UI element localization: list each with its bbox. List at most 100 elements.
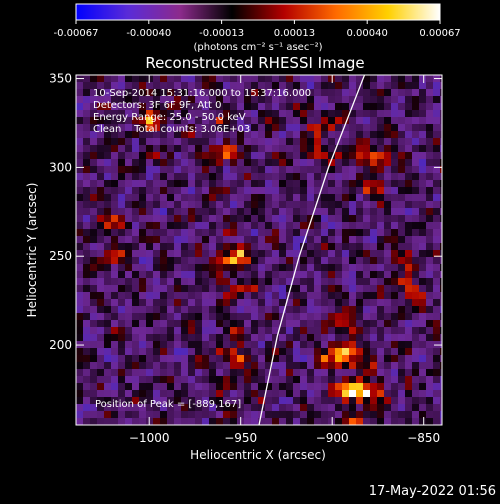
heatmap-cell	[391, 145, 398, 152]
heatmap-cell	[265, 75, 272, 82]
heatmap-cell	[349, 264, 356, 271]
heatmap-cell	[132, 96, 139, 103]
heatmap-cell	[286, 376, 293, 383]
heatmap-cell	[223, 411, 230, 418]
heatmap-cell	[405, 411, 412, 418]
heatmap-cell	[321, 299, 328, 306]
heatmap-cell	[97, 96, 104, 103]
heatmap-cell	[216, 215, 223, 222]
heatmap-cell	[132, 285, 139, 292]
heatmap-cell	[300, 138, 307, 145]
heatmap-cell	[391, 208, 398, 215]
heatmap-cell	[272, 271, 279, 278]
heatmap-cell	[202, 201, 209, 208]
heatmap-cell	[90, 201, 97, 208]
heatmap-cell	[349, 82, 356, 89]
heatmap-cell	[286, 187, 293, 194]
heatmap-cell	[230, 145, 237, 152]
heatmap-cell	[90, 271, 97, 278]
heatmap-cell	[419, 75, 426, 82]
heatmap-cell	[286, 285, 293, 292]
heatmap-cell	[370, 103, 377, 110]
heatmap-cell	[139, 222, 146, 229]
heatmap-cell	[237, 215, 244, 222]
heatmap-cell	[125, 271, 132, 278]
heatmap-cell	[384, 397, 391, 404]
heatmap-cell	[83, 110, 90, 117]
heatmap-cell	[181, 243, 188, 250]
heatmap-cell	[405, 229, 412, 236]
heatmap-cell	[384, 278, 391, 285]
heatmap-cell	[188, 103, 195, 110]
heatmap-cell	[412, 243, 419, 250]
heatmap-cell	[377, 313, 384, 320]
heatmap-cell	[363, 173, 370, 180]
heatmap-cell	[335, 383, 342, 390]
heatmap-cell	[132, 418, 139, 425]
heatmap-cell	[216, 334, 223, 341]
heatmap-cell	[111, 75, 118, 82]
heatmap-cell	[440, 278, 442, 285]
heatmap-cell	[111, 383, 118, 390]
heatmap-cell	[104, 376, 111, 383]
heatmap-cell	[426, 397, 433, 404]
heatmap-cell	[405, 362, 412, 369]
heatmap-cell	[251, 397, 258, 404]
heatmap-cell	[195, 117, 202, 124]
heatmap-cell	[111, 362, 118, 369]
heatmap-cell	[97, 82, 104, 89]
heatmap-cell	[97, 362, 104, 369]
heatmap-cell	[314, 362, 321, 369]
heatmap-cell	[307, 215, 314, 222]
heatmap-cell	[90, 103, 97, 110]
heatmap-cell	[356, 362, 363, 369]
heatmap-cell	[258, 180, 265, 187]
heatmap-cell	[174, 124, 181, 131]
heatmap-cell	[258, 390, 265, 397]
heatmap-cell	[440, 159, 442, 166]
heatmap-cell	[342, 390, 349, 397]
heatmap-cell	[272, 89, 279, 96]
heatmap-cell	[286, 369, 293, 376]
heatmap-cell	[188, 264, 195, 271]
heatmap-cell	[342, 208, 349, 215]
heatmap-cell	[258, 334, 265, 341]
heatmap-cell	[195, 327, 202, 334]
heatmap-cell	[237, 348, 244, 355]
heatmap-cell	[181, 411, 188, 418]
heatmap-cell	[328, 390, 335, 397]
heatmap-cell	[209, 145, 216, 152]
heatmap-cell	[237, 292, 244, 299]
heatmap-cell	[90, 348, 97, 355]
heatmap-cell	[195, 89, 202, 96]
heatmap-cell	[405, 257, 412, 264]
heatmap-cell	[356, 264, 363, 271]
heatmap-cell	[335, 229, 342, 236]
heatmap-cell	[97, 278, 104, 285]
heatmap-cell	[349, 173, 356, 180]
heatmap-cell	[230, 201, 237, 208]
heatmap-cell	[293, 96, 300, 103]
heatmap-cell	[335, 166, 342, 173]
heatmap-cell	[272, 75, 279, 82]
heatmap-cell	[272, 264, 279, 271]
heatmap-cell	[132, 334, 139, 341]
heatmap-cell	[377, 320, 384, 327]
heatmap-cell	[279, 229, 286, 236]
heatmap-cell	[433, 173, 440, 180]
heatmap-cell	[279, 89, 286, 96]
heatmap-cell	[321, 145, 328, 152]
heatmap-cell	[433, 117, 440, 124]
heatmap-cell	[125, 292, 132, 299]
heatmap-cell	[90, 243, 97, 250]
heatmap-cell	[349, 124, 356, 131]
heatmap-cell	[398, 180, 405, 187]
heatmap-cell	[244, 173, 251, 180]
heatmap-cell	[321, 194, 328, 201]
heatmap-cell	[97, 124, 104, 131]
heatmap-cell	[356, 187, 363, 194]
heatmap-cell	[419, 117, 426, 124]
heatmap-cell	[426, 285, 433, 292]
heatmap-cell	[125, 96, 132, 103]
heatmap-cell	[132, 348, 139, 355]
